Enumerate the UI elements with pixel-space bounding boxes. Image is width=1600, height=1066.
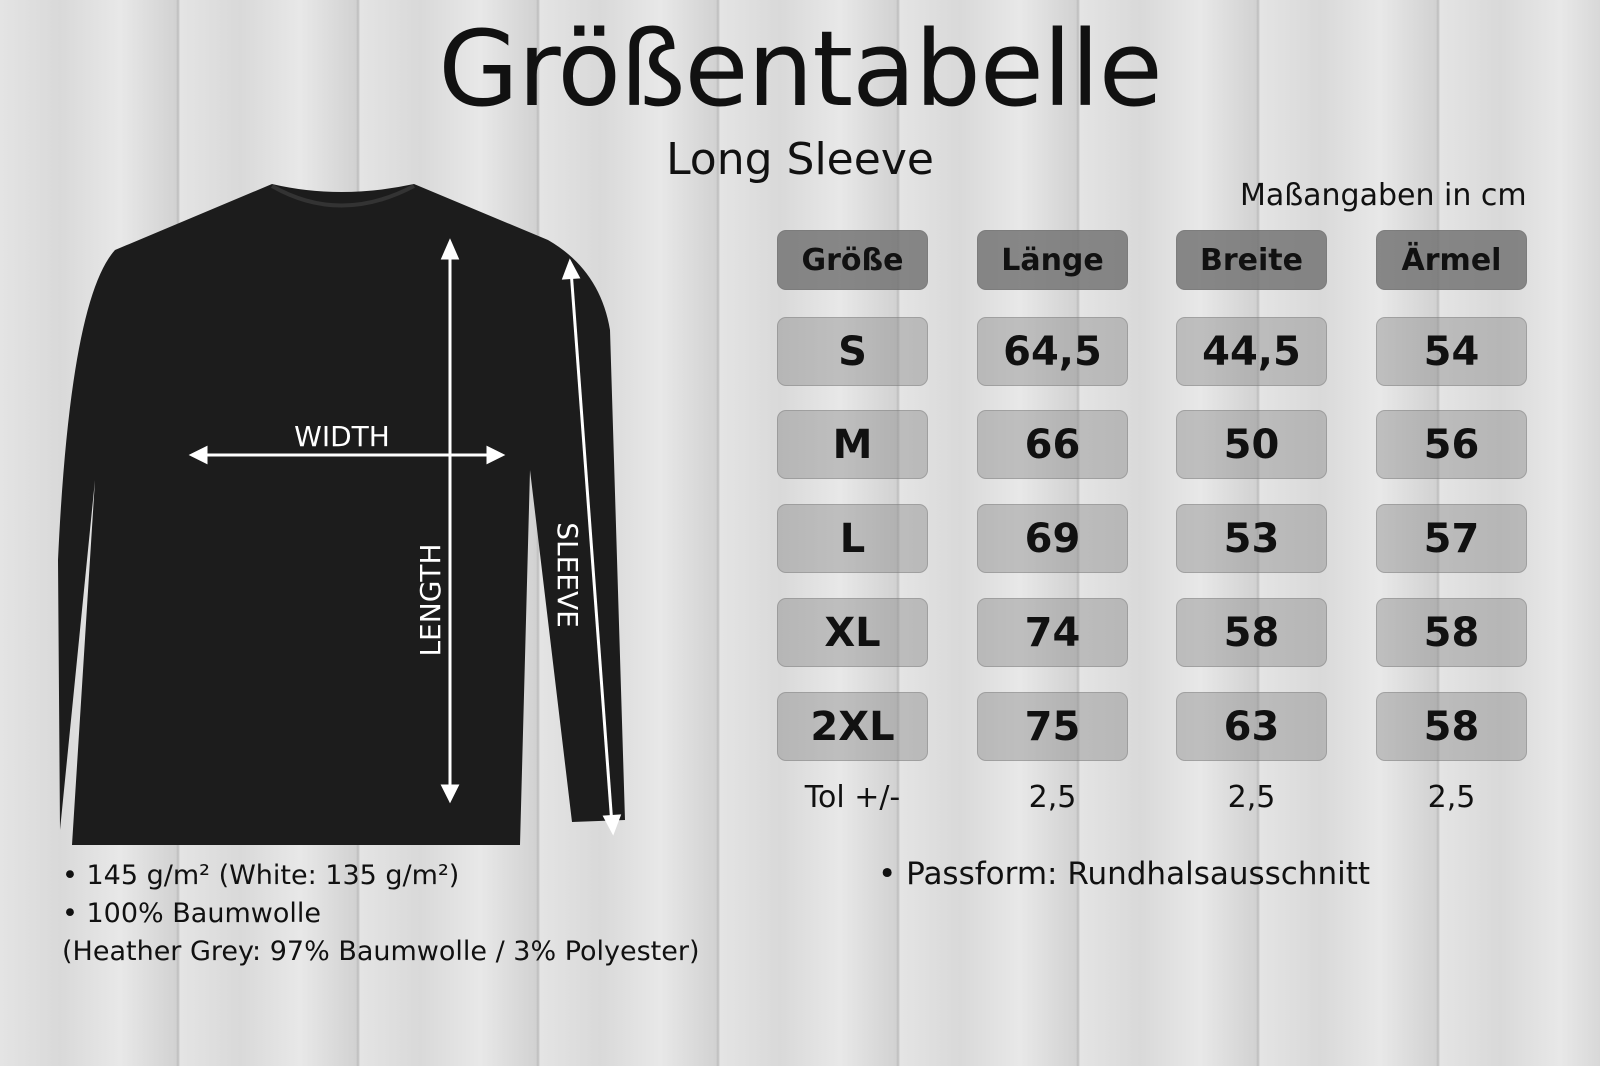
table-cell: 58 (1376, 692, 1527, 761)
tolerance-cell: 2,5 (1227, 780, 1276, 815)
tolerance-cell: Tol +/- (804, 780, 901, 815)
table-cell: 54 (1376, 317, 1527, 386)
tolerance-cell: 2,5 (1028, 780, 1077, 815)
table-cell: 75 (977, 692, 1128, 761)
table-cell: 50 (1176, 410, 1327, 479)
table-cell: 56 (1376, 410, 1527, 479)
sleeve-label: SLEEVE (551, 522, 584, 628)
table-cell: 2XL (777, 692, 928, 761)
table-cell: 58 (1176, 598, 1327, 667)
table-cell: 58 (1376, 598, 1527, 667)
note-weight: • 145 g/m² (White: 135 g/m²) (62, 860, 460, 891)
table-cell: 66 (977, 410, 1128, 479)
table-header: Länge (977, 230, 1128, 290)
sleeve-arrow (569, 269, 614, 826)
table-cell: 53 (1176, 504, 1327, 573)
note-heather: (Heather Grey: 97% Baumwolle / 3% Polyes… (62, 936, 700, 967)
table-cell: 63 (1176, 692, 1327, 761)
note-material: • 100% Baumwolle (62, 898, 321, 929)
shirt-silhouette (58, 184, 625, 845)
length-label: LENGTH (414, 543, 447, 656)
table-cell: XL (777, 598, 928, 667)
table-cell: S (777, 317, 928, 386)
page-subtitle: Long Sleeve (666, 134, 934, 185)
width-label: WIDTH (294, 420, 390, 453)
table-cell: L (777, 504, 928, 573)
table-header: Größe (777, 230, 928, 290)
table-header: Breite (1176, 230, 1327, 290)
table-cell: 44,5 (1176, 317, 1327, 386)
table-cell: 69 (977, 504, 1128, 573)
table-cell: 57 (1376, 504, 1527, 573)
table-cell: M (777, 410, 928, 479)
note-fit: • Passform: Rundhalsausschnitt (878, 856, 1371, 892)
collar (271, 184, 415, 208)
page-title: Größentabelle (438, 8, 1162, 130)
table-header: Ärmel (1376, 230, 1527, 290)
table-cell: 64,5 (977, 317, 1128, 386)
table-cell: 74 (977, 598, 1128, 667)
units-note: Maßangaben in cm (1240, 178, 1527, 213)
tolerance-cell: 2,5 (1427, 780, 1476, 815)
